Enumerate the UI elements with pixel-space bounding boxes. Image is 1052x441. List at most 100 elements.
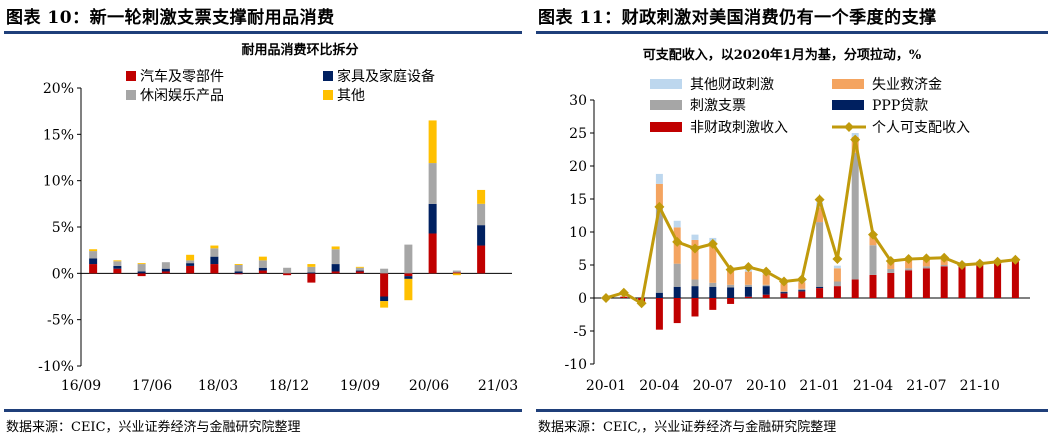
legend-label-stimulus: 刺激支票 bbox=[690, 97, 746, 114]
bar-segment bbox=[210, 245, 219, 249]
legend-label-income: 个人可支配收入 bbox=[872, 120, 970, 136]
bar-segment bbox=[851, 279, 859, 298]
bar-segment bbox=[673, 220, 681, 228]
bar-segment bbox=[798, 288, 806, 291]
income-point bbox=[725, 264, 736, 275]
bar-segment bbox=[477, 245, 486, 274]
bar-segment bbox=[161, 268, 170, 272]
bar-segment bbox=[655, 173, 663, 184]
bar-segment bbox=[655, 183, 663, 207]
bar-segment bbox=[283, 273, 292, 276]
bar-segment bbox=[833, 265, 841, 269]
bar-segment bbox=[816, 288, 824, 298]
right-title-rule bbox=[536, 31, 1048, 34]
bar-segment bbox=[258, 256, 267, 261]
bar-segment bbox=[452, 273, 461, 276]
bar-segment bbox=[851, 152, 859, 280]
bar-segment bbox=[922, 268, 930, 298]
bar-segment bbox=[89, 258, 98, 265]
left-chart: 耐用品消费环比拆分 汽车及零部件 家具及家庭设备 休闲娱乐产品 其他 -10% -… bbox=[38, 42, 518, 394]
bar-segment bbox=[691, 298, 699, 317]
x-tick-label: 17/06 bbox=[132, 378, 172, 394]
bar-segment bbox=[404, 244, 413, 274]
bar-segment bbox=[113, 260, 122, 262]
bar-segment bbox=[798, 290, 806, 292]
y-tick-label: 15% bbox=[43, 127, 74, 143]
bar-segment bbox=[762, 274, 770, 285]
bar-segment bbox=[655, 298, 663, 330]
bar-segment bbox=[258, 260, 267, 268]
bar-segment bbox=[727, 298, 735, 304]
bar-segment bbox=[798, 282, 806, 289]
bar-segment bbox=[477, 225, 486, 246]
bar-segment bbox=[905, 270, 913, 298]
legend-label-other: 其他 bbox=[337, 88, 365, 104]
y-tick-label: 20 bbox=[569, 159, 587, 175]
bar-segment bbox=[210, 256, 219, 265]
income-point bbox=[939, 252, 950, 263]
right-source: 数据来源：CEIC,，兴业证券经济与金融研究院整理 bbox=[538, 420, 837, 435]
income-point bbox=[761, 266, 772, 277]
bar-segment bbox=[887, 268, 895, 273]
income-point bbox=[654, 201, 665, 212]
right-figure-title: 图表 11：财政刺激对美国消费仍有一个季度的支撑 bbox=[538, 8, 937, 28]
legend-swatch-non-fiscal bbox=[650, 122, 682, 132]
bar-segment bbox=[727, 287, 735, 298]
x-tick-label: 18/12 bbox=[269, 378, 309, 394]
bar-segment bbox=[307, 273, 316, 283]
bar-segment bbox=[976, 263, 984, 298]
legend-swatch-unemployment bbox=[832, 79, 864, 89]
y-tick-label: 5 bbox=[578, 258, 587, 274]
y-tick-label: 5% bbox=[52, 220, 74, 236]
right-chart: 可支配收入，以2020年1月为基，分项拉动，% 其他财政刺激 失业救济金 刺激支… bbox=[564, 47, 1030, 394]
bar-segment bbox=[428, 120, 437, 164]
bar-segment bbox=[89, 264, 98, 274]
y-tick-label: 30 bbox=[569, 93, 587, 109]
right-chart-title: 可支配收入，以2020年1月为基，分项拉动，% bbox=[643, 47, 922, 63]
x-tick-label: 21/03 bbox=[478, 378, 518, 394]
bar-segment bbox=[798, 291, 806, 298]
income-point bbox=[796, 274, 807, 285]
bar-segment bbox=[691, 279, 699, 287]
income-point bbox=[707, 238, 718, 249]
bar-segment bbox=[709, 298, 717, 310]
bar-segment bbox=[727, 270, 735, 285]
bar-segment bbox=[210, 248, 219, 257]
bar-segment bbox=[428, 203, 437, 234]
x-tick-label: 21-10 bbox=[960, 378, 1000, 394]
bar-segment bbox=[477, 203, 486, 226]
bar-segment bbox=[307, 264, 316, 267]
bar-segment bbox=[137, 263, 146, 265]
legend-swatch-other-fiscal bbox=[650, 79, 682, 89]
bar-segment bbox=[922, 266, 930, 269]
bar-segment bbox=[869, 274, 877, 298]
income-point bbox=[690, 243, 700, 254]
bar-segment bbox=[762, 286, 770, 295]
bar-segment bbox=[833, 281, 841, 287]
bar-segment bbox=[380, 268, 389, 274]
bar-segment bbox=[869, 235, 877, 246]
bar-segment bbox=[234, 264, 243, 272]
bar-segment bbox=[744, 284, 752, 287]
bar-segment bbox=[691, 239, 699, 280]
bar-segment bbox=[331, 264, 340, 272]
bar-segment bbox=[673, 298, 681, 324]
legend-swatch-recreation bbox=[126, 90, 136, 100]
right-bottom-rule bbox=[536, 409, 1048, 412]
x-tick-label: 19/09 bbox=[340, 378, 380, 394]
bar-segment bbox=[355, 270, 364, 272]
bar-segment bbox=[355, 267, 364, 271]
income-line bbox=[605, 139, 1016, 306]
bar-segment bbox=[258, 267, 267, 271]
bar-segment bbox=[1011, 259, 1019, 298]
bar-segment bbox=[283, 267, 292, 274]
bar-segment bbox=[940, 265, 948, 267]
bar-segment bbox=[780, 293, 788, 298]
income-point bbox=[832, 254, 843, 265]
legend-swatch-furniture bbox=[323, 71, 333, 81]
y-tick-label: -5% bbox=[47, 313, 74, 329]
bar-segment bbox=[709, 243, 717, 283]
x-tick-label: 20-07 bbox=[693, 378, 733, 394]
bar-segment bbox=[355, 266, 364, 268]
x-tick-label: 20-10 bbox=[746, 378, 786, 394]
